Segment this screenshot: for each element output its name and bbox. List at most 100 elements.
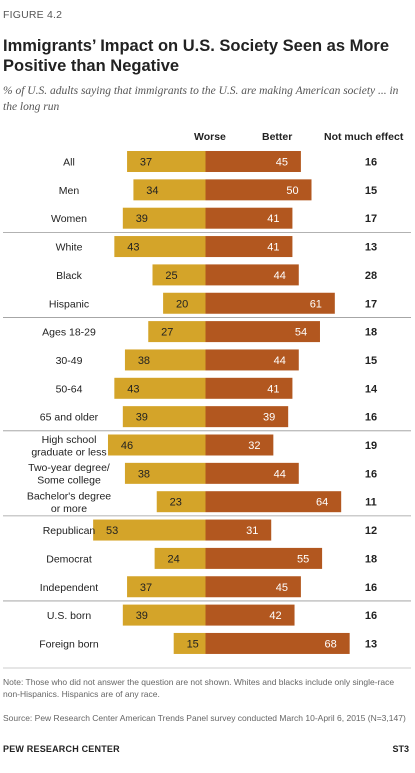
bar-better [205,264,299,286]
label-better: 64 [316,497,328,509]
label-worse: 43 [127,383,139,395]
bar-worse [154,547,206,569]
bar-worse [156,491,206,513]
category-label: Independent [40,582,98,594]
label-worse: 34 [146,185,158,197]
label-worse: 20 [176,298,188,310]
label-no-effect: 14 [365,383,378,395]
chart-title: Immigrants’ Impact on U.S. Society Seen … [3,37,390,75]
label-better: 41 [267,213,279,225]
label-no-effect: 13 [365,638,377,650]
bar-worse [127,576,206,598]
bar-worse [173,632,206,654]
bar-worse [148,321,206,343]
bar-better [205,377,293,399]
bar-worse [124,462,206,484]
chart-source: Source: Pew Research Center American Tre… [3,713,406,723]
label-better: 54 [295,327,307,339]
category-label: Democrat [46,553,92,565]
label-worse: 39 [136,412,148,424]
label-worse: 37 [140,157,152,169]
label-no-effect: 19 [365,440,377,452]
chart-subtitle: % of U.S. adults saying that immigrants … [3,85,399,113]
bar-worse [122,406,206,428]
label-better: 44 [274,468,286,480]
bar-better [205,292,335,314]
footer-figure-id: ST3 [392,744,409,754]
label-better: 50 [286,185,298,197]
bar-worse [122,207,206,229]
bar-worse [114,377,206,399]
category-label: Ages 18-29 [42,327,96,339]
label-worse: 46 [121,440,133,452]
chart-note: Note: Those who did not answer the quest… [3,677,395,699]
label-better: 61 [310,298,322,310]
label-worse: 39 [136,213,148,225]
label-worse: 27 [161,327,173,339]
category-label: Men [59,185,80,197]
category-label: 30-49 [56,355,83,367]
label-better: 55 [297,553,309,565]
bar-worse [163,292,206,314]
label-worse: 38 [138,468,150,480]
figure-label: FIGURE 4.2 [3,9,63,21]
bar-better [205,321,320,343]
label-no-effect: 15 [365,185,377,197]
category-label: 50-64 [56,383,83,395]
header-no-effect: Not much effect [324,131,404,143]
label-no-effect: 18 [365,553,377,565]
label-better: 41 [267,383,279,395]
label-worse: 15 [187,638,199,650]
label-better: 31 [246,525,258,537]
label-no-effect: 11 [365,497,377,509]
label-worse: 25 [165,270,177,282]
bar-worse [114,236,206,258]
label-no-effect: 28 [365,270,377,282]
label-better: 45 [276,157,288,169]
label-better: 32 [248,440,260,452]
label-no-effect: 16 [365,412,377,424]
label-no-effect: 15 [365,355,377,367]
label-worse: 23 [170,497,182,509]
category-label: High school graduate or less [31,434,106,459]
bar-better [205,462,299,484]
bar-better [205,207,293,229]
category-label: Foreign born [39,638,99,650]
label-no-effect: 17 [365,298,377,310]
bar-better [205,547,323,569]
bar-worse [152,264,206,286]
bar-better [205,349,299,371]
label-worse: 53 [106,525,118,537]
label-worse: 37 [140,582,152,594]
label-no-effect: 17 [365,213,377,225]
category-label: U.S. born [47,610,92,622]
label-worse: 38 [138,355,150,367]
label-better: 41 [267,242,279,254]
label-better: 44 [274,355,286,367]
label-better: 45 [276,582,288,594]
bar-better [205,519,272,541]
category-label: All [63,157,75,169]
bar-better [205,491,342,513]
label-worse: 39 [136,610,148,622]
label-no-effect: 12 [365,525,377,537]
footer-organization: PEW RESEARCH CENTER [3,744,120,754]
bar-better [205,406,289,428]
label-no-effect: 13 [365,242,377,254]
label-no-effect: 16 [365,468,377,480]
category-label: Women [51,213,87,225]
bar-worse [122,604,206,626]
label-better: 39 [263,412,275,424]
label-better: 68 [325,638,337,650]
label-no-effect: 16 [365,157,377,169]
category-label: 65 and older [40,412,99,424]
bar-worse [107,434,206,456]
label-better: 42 [269,610,281,622]
bar-better [205,236,293,258]
bar-better [205,434,274,456]
label-worse: 24 [167,553,179,565]
bar-better [205,151,301,172]
label-no-effect: 16 [365,610,377,622]
header-worse: Worse [194,131,226,143]
